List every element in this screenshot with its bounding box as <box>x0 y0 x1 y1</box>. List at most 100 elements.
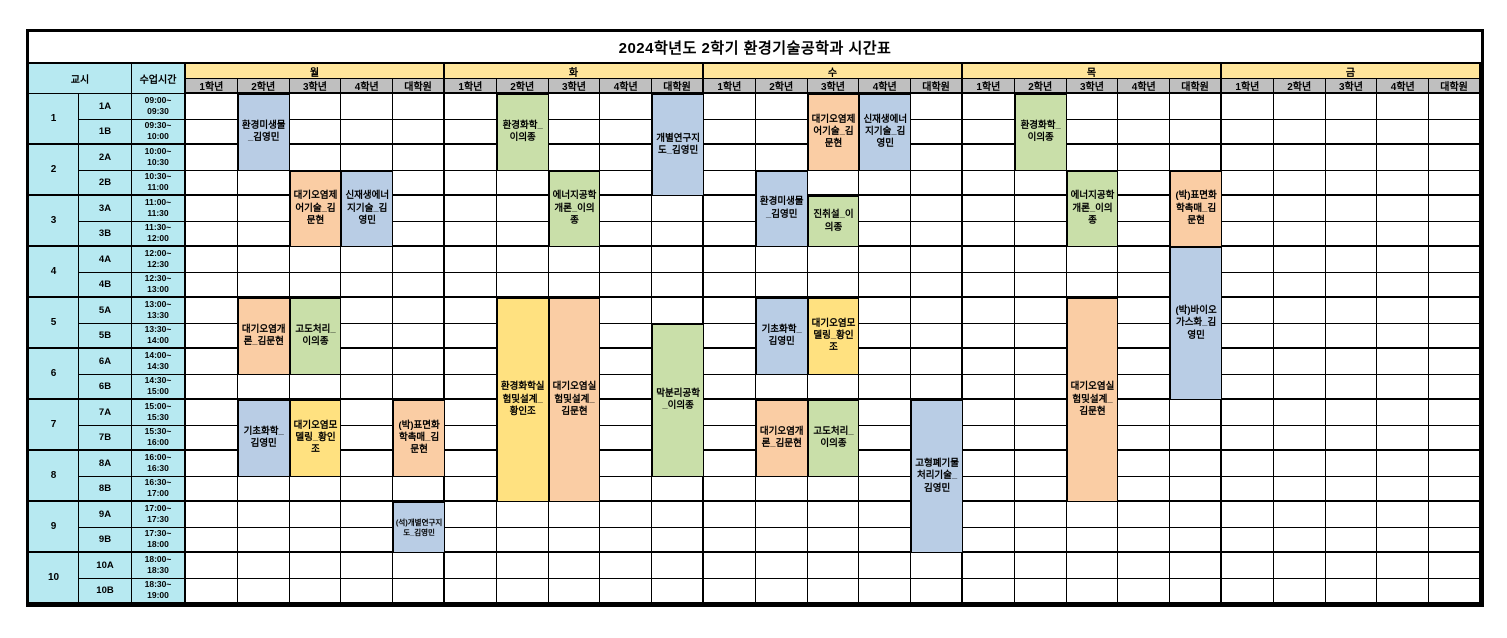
empty-slot <box>341 323 394 349</box>
time-cell: 11:30~ 12:00 <box>132 221 186 247</box>
time-end: 16:30 <box>147 463 169 474</box>
period-cell: 1 <box>29 94 79 145</box>
grade-header: 1학년 <box>962 79 1015 94</box>
empty-slot <box>237 221 290 247</box>
empty-slot <box>600 425 653 451</box>
empty-slot <box>1170 476 1222 502</box>
empty-slot <box>1014 272 1067 298</box>
empty-slot <box>703 94 756 120</box>
time-cell: 16:30~ 17:00 <box>132 476 186 502</box>
empty-slot <box>652 221 704 247</box>
empty-slot <box>1170 94 1222 120</box>
time-cell: 13:00~ 13:30 <box>132 298 186 324</box>
empty-slot <box>393 578 445 604</box>
empty-slot <box>911 374 963 400</box>
empty-slot <box>1377 196 1430 222</box>
empty-slot <box>859 196 912 222</box>
empty-slot <box>1118 170 1171 196</box>
empty-slot <box>289 374 342 400</box>
empty-slot <box>1014 578 1067 604</box>
empty-slot <box>1014 451 1067 477</box>
empty-slot <box>755 247 808 273</box>
empty-slot <box>444 374 497 400</box>
empty-slot <box>1118 476 1171 502</box>
course-block: 대기오염모델링_황인조 <box>289 400 342 477</box>
course-block: 대기오염개론_김문현 <box>755 400 808 477</box>
empty-slot <box>1377 400 1430 426</box>
empty-slot <box>1325 94 1378 120</box>
time-end: 13:00 <box>147 284 169 295</box>
time-start: 16:00~ <box>144 452 172 463</box>
empty-slot <box>911 323 963 349</box>
empty-slot <box>1170 578 1222 604</box>
course-block: 대기오염제어기술_김문현 <box>289 170 342 247</box>
empty-slot <box>859 476 912 502</box>
empty-slot <box>186 374 238 400</box>
empty-slot <box>600 374 653 400</box>
empty-slot <box>393 196 445 222</box>
empty-slot <box>1429 298 1481 324</box>
empty-slot <box>859 451 912 477</box>
time-cell: 09:00~ 09:30 <box>132 94 186 120</box>
empty-slot <box>1325 553 1378 579</box>
empty-slot <box>1014 247 1067 273</box>
empty-slot <box>859 425 912 451</box>
empty-slot <box>755 578 808 604</box>
period-cell: 6 <box>29 349 79 400</box>
empty-slot <box>1170 502 1222 528</box>
empty-slot <box>962 502 1015 528</box>
empty-slot <box>911 221 963 247</box>
empty-slot <box>1221 221 1274 247</box>
time-start: 13:00~ <box>144 299 172 310</box>
timetable-table: 2024학년도 2학기 환경기술공학과 시간표 교시 수업시간 월 화 수 목 금 1학년 2학… <box>26 29 1484 607</box>
time-end: 18:00 <box>147 539 169 550</box>
course-block: 환경화학_이의종 <box>1014 94 1067 171</box>
empty-slot <box>1429 553 1481 579</box>
period-sub-cell: 3B <box>79 221 132 247</box>
empty-slot <box>496 221 549 247</box>
time-end: 19:00 <box>147 590 169 601</box>
empty-slot <box>1221 374 1274 400</box>
empty-slot <box>1170 145 1222 171</box>
empty-slot <box>548 272 601 298</box>
empty-slot <box>186 272 238 298</box>
empty-slot <box>703 272 756 298</box>
empty-slot <box>341 247 394 273</box>
course-block: 고도처리_이의종 <box>807 400 860 477</box>
empty-slot <box>1014 298 1067 324</box>
period-sub-cell: 8A <box>79 451 132 477</box>
empty-slot <box>652 247 704 273</box>
empty-slot <box>1273 400 1326 426</box>
empty-slot <box>1221 272 1274 298</box>
empty-slot <box>1377 247 1430 273</box>
empty-slot <box>289 145 342 171</box>
period-sub-cell: 4A <box>79 247 132 273</box>
empty-slot <box>1377 272 1430 298</box>
empty-slot <box>1118 196 1171 222</box>
grade-header: 3학년 <box>807 79 860 94</box>
empty-slot <box>186 196 238 222</box>
empty-slot <box>1221 400 1274 426</box>
empty-slot <box>703 451 756 477</box>
empty-slot <box>393 323 445 349</box>
empty-slot <box>859 527 912 553</box>
empty-slot <box>1429 451 1481 477</box>
empty-slot <box>1118 553 1171 579</box>
empty-slot <box>1170 119 1222 145</box>
empty-slot <box>703 374 756 400</box>
empty-slot <box>1325 145 1378 171</box>
period-cell: 5 <box>29 298 79 349</box>
empty-slot <box>186 170 238 196</box>
empty-slot <box>1377 145 1430 171</box>
empty-slot <box>1325 323 1378 349</box>
empty-slot <box>1014 425 1067 451</box>
grade-header: 4학년 <box>600 79 653 94</box>
empty-slot <box>1325 247 1378 273</box>
empty-slot <box>496 196 549 222</box>
empty-slot <box>1014 476 1067 502</box>
empty-slot <box>548 247 601 273</box>
empty-slot <box>1273 272 1326 298</box>
period-cell: 3 <box>29 196 79 247</box>
time-end: 15:00 <box>147 386 169 397</box>
empty-slot <box>1325 451 1378 477</box>
